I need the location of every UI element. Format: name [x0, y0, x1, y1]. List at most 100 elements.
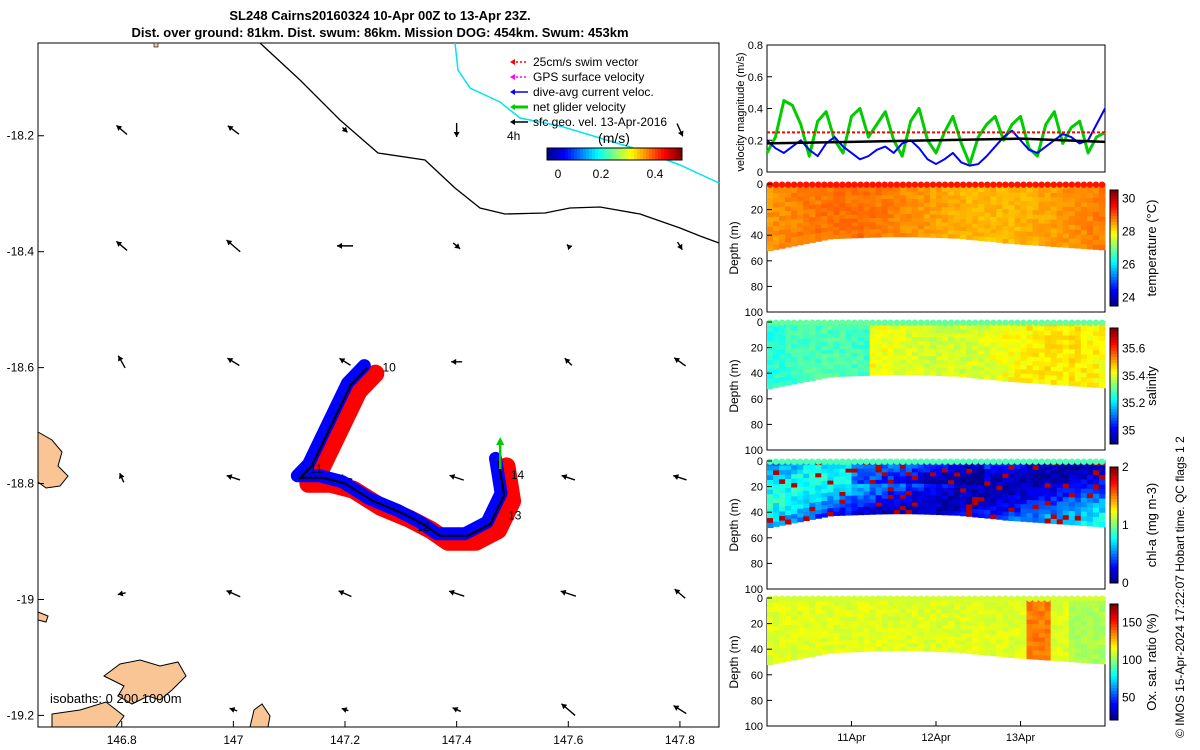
section-data-cell — [809, 486, 816, 491]
section-data-cell — [1098, 368, 1106, 375]
section-surface-sample — [851, 458, 858, 465]
section-data-cell — [851, 210, 859, 216]
section-data-cell — [845, 468, 852, 474]
colorbar-cell — [559, 148, 563, 160]
section-data-cell — [1074, 479, 1082, 485]
section-data-cell — [851, 360, 859, 365]
section-data-cell — [1014, 239, 1021, 245]
section-data-cell — [954, 214, 961, 220]
section-data-cell — [948, 360, 955, 365]
section-data-cell — [990, 614, 997, 620]
section-data-cell — [1080, 502, 1088, 508]
section-surface-sample — [839, 181, 846, 188]
section-data-cell — [942, 356, 949, 361]
section-data-cell — [1092, 244, 1100, 250]
section-colorbar-cell — [1110, 204, 1118, 208]
section-data-cell — [1038, 326, 1046, 332]
section-data-cell — [899, 370, 907, 376]
section-data-cell — [954, 601, 961, 607]
section-data-cell — [1008, 339, 1015, 344]
section-surface-sample — [978, 319, 985, 326]
section-data-cell — [869, 620, 877, 626]
section-colorbar-cell — [1110, 664, 1118, 669]
colorbar-cell — [619, 148, 623, 160]
section-data-cell — [984, 481, 991, 486]
section-surface-sample — [881, 319, 888, 326]
section-data-cell — [893, 202, 901, 208]
section-data-cell — [1098, 216, 1106, 223]
section-data-cell — [785, 193, 792, 199]
section-data-cell — [929, 605, 937, 610]
section-colorbar-cell — [1110, 525, 1118, 529]
section-data-cell — [1032, 326, 1040, 332]
section-data-cell — [1020, 606, 1028, 612]
section-data-cell — [1044, 353, 1052, 358]
section-data-cell — [923, 337, 931, 342]
section-data-cell — [972, 357, 979, 363]
section-data-cell — [1038, 192, 1046, 198]
section-data-cell — [869, 333, 877, 338]
section-data-cell — [990, 643, 997, 648]
section-data-cell — [779, 349, 786, 355]
section-colorbar-cell — [1110, 259, 1118, 263]
section-data-cell — [1020, 508, 1028, 514]
section-data-cell — [767, 217, 774, 223]
section-data-cell — [767, 636, 774, 642]
section-data-cell — [960, 333, 967, 339]
section-data-cell — [881, 491, 889, 496]
section-data-cell — [996, 647, 1003, 653]
section-y-axis-label: Depth (m) — [727, 635, 741, 688]
section-data-cell — [978, 489, 985, 494]
section-data-cell — [1068, 465, 1076, 471]
section-colorbar-cell — [1110, 279, 1118, 284]
section-data-cell — [887, 613, 895, 618]
section-data-cell — [767, 207, 774, 214]
section-data-cell — [893, 646, 901, 652]
section-data-cell — [887, 195, 895, 200]
section-data-cell — [863, 229, 871, 235]
section-data-cell — [767, 331, 774, 337]
section-data-cell — [948, 333, 955, 338]
colorbar-cell — [625, 148, 629, 160]
section-data-cell — [833, 640, 840, 646]
section-colorbar-cell — [1110, 239, 1118, 243]
geo-velocity-arrowhead — [566, 244, 573, 251]
section-data-cell — [1056, 197, 1064, 203]
section-surface-sample — [784, 458, 792, 465]
section-data-cell — [797, 491, 804, 497]
section-data-cell — [1050, 375, 1058, 381]
section-colorbar-cell — [1110, 565, 1118, 569]
section-surface-sample — [1062, 458, 1069, 465]
section-data-cell — [857, 609, 865, 614]
section-data-cell — [1008, 377, 1015, 383]
section-data-cell — [1098, 359, 1106, 365]
section-data-cell — [1008, 606, 1015, 612]
section-data-cell — [996, 355, 1003, 360]
section-data-cell — [881, 639, 889, 644]
section-data-cell — [923, 233, 931, 238]
section-data-cell — [1032, 500, 1040, 506]
section-data-cell — [996, 606, 1003, 611]
section-data-cell — [899, 472, 907, 477]
section-data-cell — [875, 464, 883, 470]
section-data-cell — [797, 606, 804, 612]
section-data-cell — [821, 236, 828, 241]
section-data-cell — [893, 491, 901, 496]
section-data-cell — [869, 502, 877, 508]
section-data-cell — [923, 601, 931, 607]
section-data-cell — [929, 480, 937, 485]
section-data-cell — [815, 216, 822, 222]
section-data-cell — [960, 644, 967, 650]
section-data-cell — [863, 632, 871, 637]
section-surface-sample — [1002, 595, 1009, 602]
section-data-cell — [779, 344, 786, 351]
section-data-cell — [984, 208, 991, 214]
section-data-cell — [972, 633, 979, 639]
section-data-cell — [1026, 210, 1034, 215]
section-data-cell — [1038, 606, 1046, 612]
section-data-cell — [1050, 651, 1058, 657]
section-data-cell — [936, 464, 943, 470]
section-data-cell — [845, 218, 852, 224]
section-data-cell — [923, 333, 931, 338]
section-data-cell — [869, 480, 877, 485]
